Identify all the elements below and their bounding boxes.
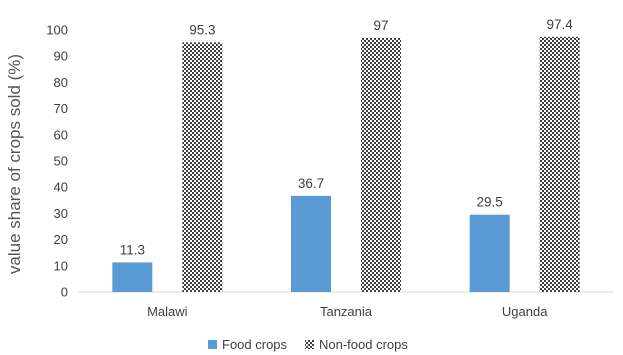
bar-non-food-crops-malawi bbox=[182, 42, 223, 293]
y-tick-label: 90 bbox=[54, 49, 68, 64]
bar-non-food-crops-tanzania bbox=[361, 37, 401, 292]
y-tick-label: 70 bbox=[54, 101, 68, 116]
x-category-label: Tanzania bbox=[320, 304, 373, 319]
plot-area: 11.3 95.3 36.7 97 29.5 97.4 bbox=[78, 17, 614, 293]
data-label: 36.7 bbox=[298, 176, 324, 191]
y-tick-label: 100 bbox=[46, 23, 68, 38]
data-label: 95.3 bbox=[189, 22, 215, 37]
x-axis-labels: Malawi Tanzania Uganda bbox=[147, 304, 548, 319]
y-tick-label: 60 bbox=[54, 127, 68, 142]
bar-non-food-crops-uganda bbox=[539, 36, 580, 293]
x-category-label: Uganda bbox=[502, 304, 548, 319]
y-axis-ticks: 0 10 20 30 40 50 60 70 80 90 100 bbox=[46, 23, 68, 300]
bar-food-crops-tanzania bbox=[291, 195, 331, 292]
data-label: 97.4 bbox=[547, 17, 574, 32]
legend: Food crops Non-food crops bbox=[208, 337, 408, 352]
bar-food-crops-malawi bbox=[112, 262, 153, 292]
data-label: 29.5 bbox=[477, 195, 503, 210]
legend-swatch-non-food-crops bbox=[305, 340, 314, 349]
x-category-label: Malawi bbox=[147, 304, 188, 319]
data-label: 11.3 bbox=[120, 242, 145, 257]
y-tick-label: 20 bbox=[54, 232, 68, 247]
legend-label: Non-food crops bbox=[319, 337, 408, 352]
data-label: 97 bbox=[373, 18, 388, 33]
legend-label: Food crops bbox=[222, 337, 288, 352]
y-tick-label: 40 bbox=[54, 180, 68, 195]
y-tick-label: 0 bbox=[61, 285, 68, 300]
y-tick-label: 80 bbox=[54, 75, 68, 90]
y-axis-title: value share of crops sold (%) bbox=[5, 54, 24, 274]
y-tick-label: 50 bbox=[54, 154, 68, 169]
legend-swatch-food-crops bbox=[208, 340, 217, 349]
y-tick-label: 10 bbox=[54, 258, 68, 273]
y-tick-label: 30 bbox=[54, 206, 68, 221]
bar-food-crops-uganda bbox=[469, 214, 510, 292]
